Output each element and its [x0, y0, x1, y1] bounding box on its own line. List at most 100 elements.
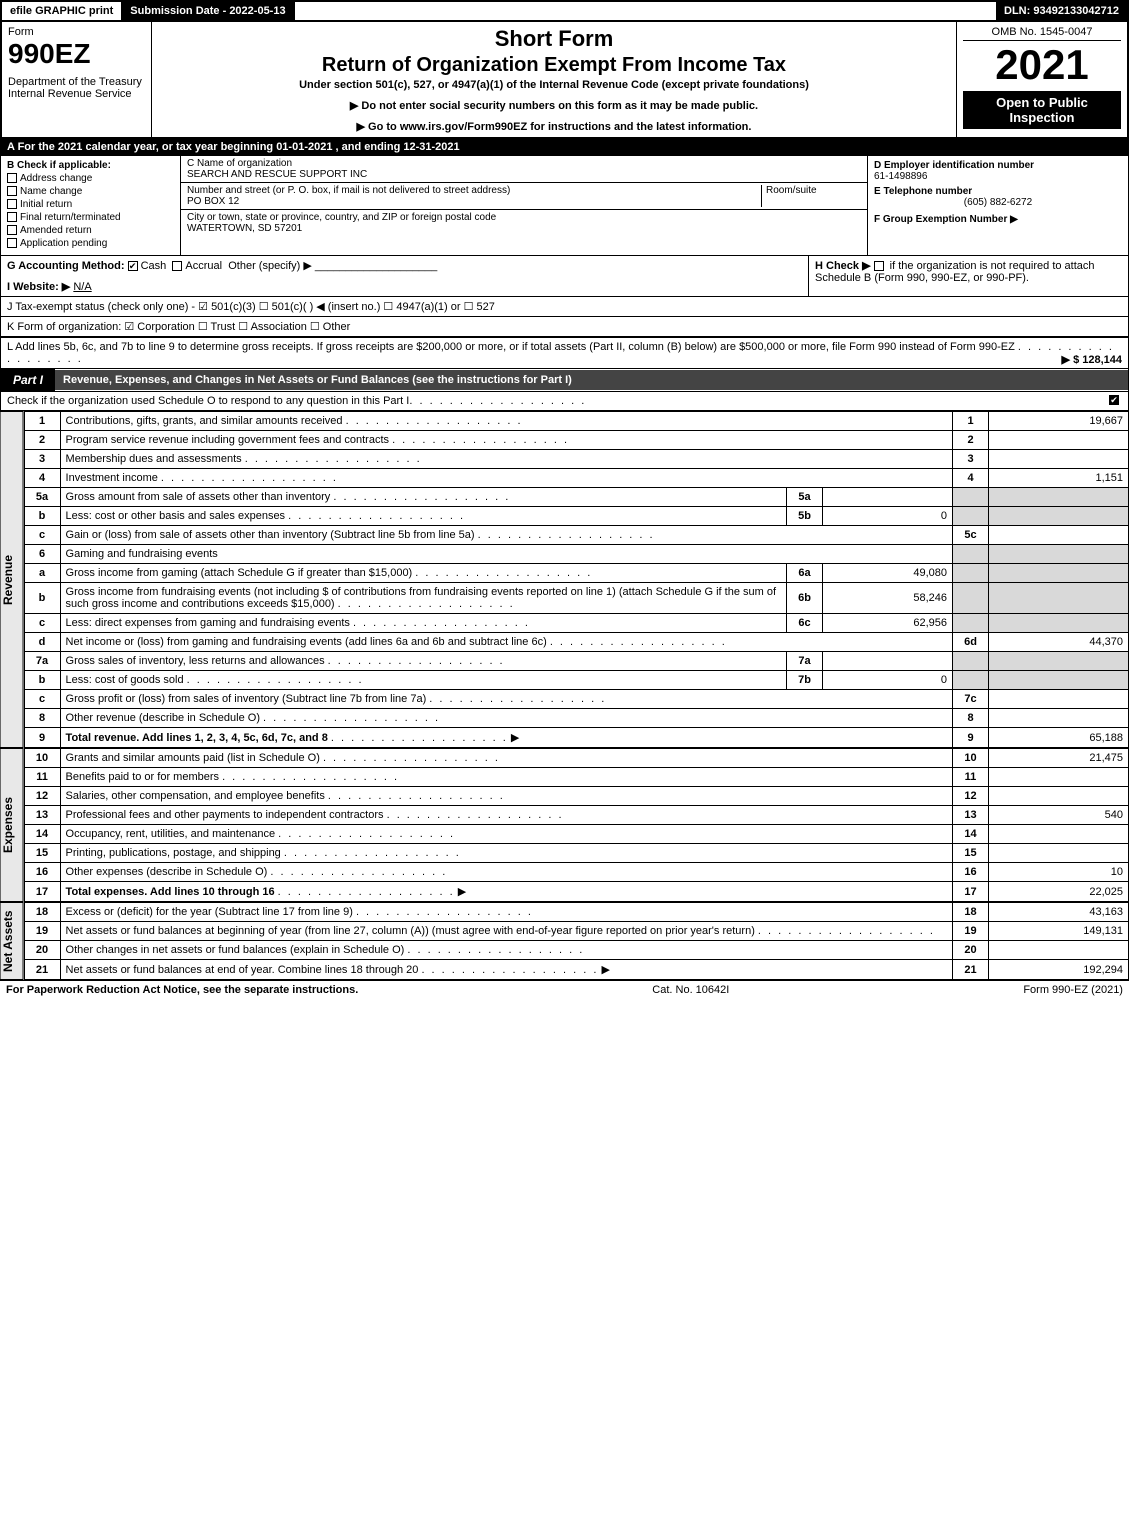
table-row: dNet income or (loss) from gaming and fu… [24, 633, 1128, 652]
line-value [989, 450, 1129, 469]
cb-final-return[interactable]: Final return/terminated [7, 212, 174, 223]
right-line-number: 5c [953, 526, 989, 545]
table-row: 8Other revenue (describe in Schedule O) … [24, 709, 1128, 728]
right-line-number: 17 [953, 882, 989, 902]
column-d-ein: D Employer identification number 61-1498… [868, 156, 1128, 255]
cb-application-pending[interactable]: Application pending [7, 238, 174, 249]
line-number: 20 [24, 941, 60, 960]
row-k-form-org: K Form of organization: ☑ Corporation ☐ … [0, 317, 1129, 338]
ein-label: D Employer identification number [874, 160, 1122, 171]
cb-schedule-b[interactable] [874, 261, 884, 271]
cb-schedule-o-part1[interactable]: ✔ [1109, 395, 1119, 405]
right-line-number: 20 [953, 941, 989, 960]
line-number: b [24, 583, 60, 614]
line-number: 4 [24, 469, 60, 488]
form-label: Form [8, 26, 145, 38]
table-row: 14Occupancy, rent, utilities, and mainte… [24, 825, 1128, 844]
telephone-label: E Telephone number [874, 186, 1122, 197]
part-1-badge: Part I [1, 369, 55, 391]
part-1-header: Part I Revenue, Expenses, and Changes in… [0, 369, 1129, 392]
line-number: a [24, 564, 60, 583]
cb-initial-return[interactable]: Initial return [7, 199, 174, 210]
right-line-number: 1 [953, 412, 989, 431]
line-value: 22,025 [989, 882, 1129, 902]
efile-label: efile GRAPHIC print [2, 2, 122, 20]
street-label: Number and street (or P. O. box, if mail… [187, 185, 761, 196]
form-note-ssn: ▶ Do not enter social security numbers o… [158, 99, 950, 112]
table-row: 6Gaming and fundraising events [24, 545, 1128, 564]
line-description: Other expenses (describe in Schedule O) [60, 863, 952, 882]
table-row: cGain or (loss) from sale of assets othe… [24, 526, 1128, 545]
org-name-value: SEARCH AND RESCUE SUPPORT INC [187, 169, 861, 180]
line-value [989, 709, 1129, 728]
right-line-number: 15 [953, 844, 989, 863]
table-row: bGross income from fundraising events (n… [24, 583, 1128, 614]
mid-line-value: 58,246 [823, 583, 953, 614]
right-line-number: 19 [953, 922, 989, 941]
line-description: Gaming and fundraising events [60, 545, 952, 564]
form-header: Form 990EZ Department of the Treasury In… [0, 20, 1129, 139]
cb-name-change[interactable]: Name change [7, 186, 174, 197]
omb-number: OMB No. 1545-0047 [963, 26, 1121, 41]
cb-address-change[interactable]: Address change [7, 173, 174, 184]
expenses-vlabel: Expenses [0, 748, 24, 902]
line-description: Net assets or fund balances at end of ye… [60, 960, 952, 980]
line-number: 8 [24, 709, 60, 728]
line-number: 11 [24, 768, 60, 787]
row-l-gross-receipts: L Add lines 5b, 6c, and 7b to line 9 to … [0, 338, 1129, 369]
line-description: Salaries, other compensation, and employ… [60, 787, 952, 806]
header-center: Short Form Return of Organization Exempt… [152, 22, 957, 137]
department-label: Department of the Treasury Internal Reve… [8, 76, 145, 100]
line-description: Total expenses. Add lines 10 through 16 … [60, 882, 952, 902]
table-row: 15Printing, publications, postage, and s… [24, 844, 1128, 863]
table-row: 3Membership dues and assessments 3 [24, 450, 1128, 469]
short-form-label: Short Form [158, 26, 950, 52]
top-bar: efile GRAPHIC print Submission Date - 20… [0, 0, 1129, 20]
mid-line-number: 7a [787, 652, 823, 671]
mid-line-number: 5b [787, 507, 823, 526]
line-value: 149,131 [989, 922, 1129, 941]
line-value: 65,188 [989, 728, 1129, 748]
line-number: 6 [24, 545, 60, 564]
right-line-number: 10 [953, 749, 989, 768]
cb-accrual[interactable] [172, 261, 182, 271]
cb-amended-return[interactable]: Amended return [7, 225, 174, 236]
line-description: Investment income [60, 469, 952, 488]
line-number: 21 [24, 960, 60, 980]
footer-paperwork: For Paperwork Reduction Act Notice, see … [6, 984, 358, 996]
line-description: Printing, publications, postage, and shi… [60, 844, 952, 863]
line-number: c [24, 526, 60, 545]
line-description: Excess or (deficit) for the year (Subtra… [60, 903, 952, 922]
cb-cash[interactable]: ✔ [128, 261, 138, 271]
line-number: 16 [24, 863, 60, 882]
gross-receipts-value: ▶ $ 128,144 [1062, 353, 1122, 366]
part-1-check: Check if the organization used Schedule … [0, 392, 1129, 411]
right-line-number: 14 [953, 825, 989, 844]
mid-line-number: 5a [787, 488, 823, 507]
website-label: I Website: ▶ [7, 281, 70, 293]
ein-value: 61-1498896 [874, 171, 1122, 182]
line-description: Less: direct expenses from gaming and fu… [60, 614, 786, 633]
city-label: City or town, state or province, country… [187, 212, 861, 223]
right-line-number: 3 [953, 450, 989, 469]
city-value: WATERTOWN, SD 57201 [187, 223, 861, 234]
revenue-table: 1Contributions, gifts, grants, and simil… [24, 411, 1129, 748]
table-row: 20Other changes in net assets or fund ba… [24, 941, 1128, 960]
line-number: 17 [24, 882, 60, 902]
line-number: 15 [24, 844, 60, 863]
form-title: Return of Organization Exempt From Incom… [158, 54, 950, 77]
tax-year: 2021 [963, 41, 1121, 89]
form-number: 990EZ [8, 38, 145, 70]
line-number: d [24, 633, 60, 652]
line-description: Other revenue (describe in Schedule O) [60, 709, 952, 728]
line-number: c [24, 690, 60, 709]
line-value: 21,475 [989, 749, 1129, 768]
mid-line-value: 62,956 [823, 614, 953, 633]
line-value [989, 690, 1129, 709]
header-right: OMB No. 1545-0047 2021 Open to Public In… [957, 22, 1127, 137]
line-number: b [24, 507, 60, 526]
line-description: Gross sales of inventory, less returns a… [60, 652, 786, 671]
line-description: Gross income from gaming (attach Schedul… [60, 564, 786, 583]
table-row: 16Other expenses (describe in Schedule O… [24, 863, 1128, 882]
table-row: aGross income from gaming (attach Schedu… [24, 564, 1128, 583]
